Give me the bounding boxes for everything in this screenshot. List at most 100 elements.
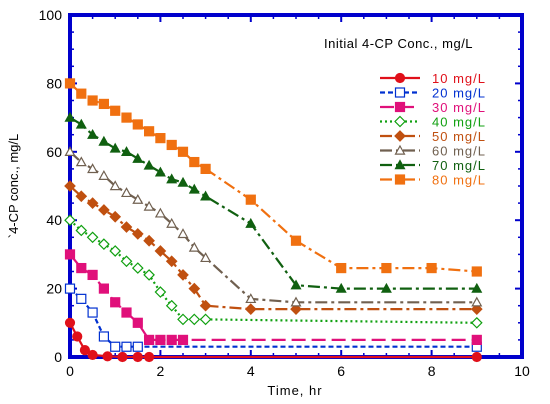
data-point	[381, 262, 392, 274]
data-point	[64, 317, 76, 328]
data-point	[290, 279, 302, 290]
data-point	[143, 269, 155, 281]
data-point	[109, 210, 122, 223]
data-point	[143, 159, 155, 170]
series-line	[69, 185, 477, 311]
data-point	[144, 126, 155, 137]
legend-label: 20 mg/L	[432, 86, 486, 101]
data-point	[121, 112, 132, 123]
data-point	[98, 135, 110, 146]
data-point	[110, 341, 121, 352]
series-line	[69, 150, 477, 304]
x-tick-label: 10	[514, 363, 530, 379]
y-tick-label: 20	[46, 281, 62, 297]
data-point	[189, 156, 200, 168]
data-point	[132, 193, 144, 204]
data-point	[166, 139, 177, 151]
data-point	[120, 255, 133, 268]
series-80-mgl	[64, 78, 482, 277]
data-point	[188, 241, 200, 252]
data-point	[154, 286, 167, 298]
series-line	[69, 219, 477, 324]
data-point	[471, 334, 482, 345]
data-point	[64, 146, 76, 156]
data-point	[470, 316, 483, 329]
data-point	[109, 142, 121, 153]
data-point	[117, 351, 128, 363]
data-point	[64, 111, 76, 122]
x-tick-label: 0	[66, 363, 74, 379]
data-point	[165, 299, 178, 312]
legend-title: Initial 4-CP Conc., mg/L	[324, 36, 473, 51]
data-point	[380, 282, 392, 293]
data-point	[131, 262, 144, 274]
data-point	[64, 214, 76, 227]
data-point	[471, 282, 483, 293]
data-point	[109, 180, 121, 191]
legend-label: 50 mg/L	[432, 129, 486, 144]
data-point	[75, 224, 88, 237]
legend-marker	[394, 159, 406, 170]
data-point	[177, 334, 189, 345]
data-point	[79, 345, 91, 356]
legend-label: 80 mg/L	[432, 173, 486, 188]
series-30-mgl	[64, 249, 482, 345]
data-point	[120, 146, 133, 156]
data-point	[64, 78, 76, 89]
data-point	[177, 269, 189, 281]
data-point	[290, 303, 302, 315]
legend-marker	[394, 174, 406, 185]
data-point	[154, 166, 166, 177]
data-point	[132, 152, 144, 163]
data-point	[87, 128, 99, 139]
data-point	[335, 282, 347, 293]
series-line	[69, 116, 477, 290]
data-point	[166, 217, 178, 228]
data-point	[64, 249, 76, 260]
y-axis-title: `4-CP conc., mg/L	[6, 134, 21, 239]
data-point	[76, 262, 87, 274]
data-point	[143, 234, 155, 247]
data-point	[132, 317, 143, 328]
data-point	[245, 217, 257, 228]
data-point	[132, 341, 143, 352]
x-tick-label: 6	[337, 363, 345, 379]
legend-marker	[394, 115, 406, 128]
data-point	[290, 296, 302, 307]
data-point	[131, 228, 144, 240]
data-point	[166, 173, 178, 184]
data-point	[200, 190, 212, 201]
legend: Initial 4-CP Conc., mg/L 10 mg/L20 mg/L3…	[324, 36, 486, 188]
data-point	[75, 190, 88, 203]
data-point	[188, 282, 201, 295]
data-point	[72, 331, 83, 342]
series-60-mgl	[64, 146, 483, 307]
legend-label: 70 mg/L	[432, 158, 486, 173]
y-tick-label: 40	[46, 212, 62, 228]
data-point	[110, 297, 121, 308]
legend-marker	[394, 72, 406, 84]
data-point	[120, 221, 133, 233]
data-point	[64, 283, 76, 294]
legend-label: 10 mg/L	[432, 71, 486, 86]
series-50-mgl	[64, 180, 483, 315]
x-tick-label: 8	[428, 363, 436, 379]
data-point	[98, 204, 110, 216]
data-point	[426, 262, 437, 274]
data-point	[121, 307, 132, 318]
legend-marker	[394, 144, 406, 155]
data-point	[177, 146, 189, 157]
x-tick-label: 4	[247, 363, 255, 379]
legend-marker	[394, 101, 406, 113]
legend-label: 60 mg/L	[432, 144, 486, 159]
data-point	[471, 266, 482, 277]
data-point	[471, 296, 483, 307]
data-point	[64, 180, 76, 192]
series-70-mgl	[64, 111, 483, 293]
legend-marker	[394, 87, 406, 98]
data-point	[120, 187, 133, 198]
data-point	[76, 293, 87, 304]
x-tick-label: 2	[157, 363, 165, 379]
data-point	[177, 313, 189, 326]
